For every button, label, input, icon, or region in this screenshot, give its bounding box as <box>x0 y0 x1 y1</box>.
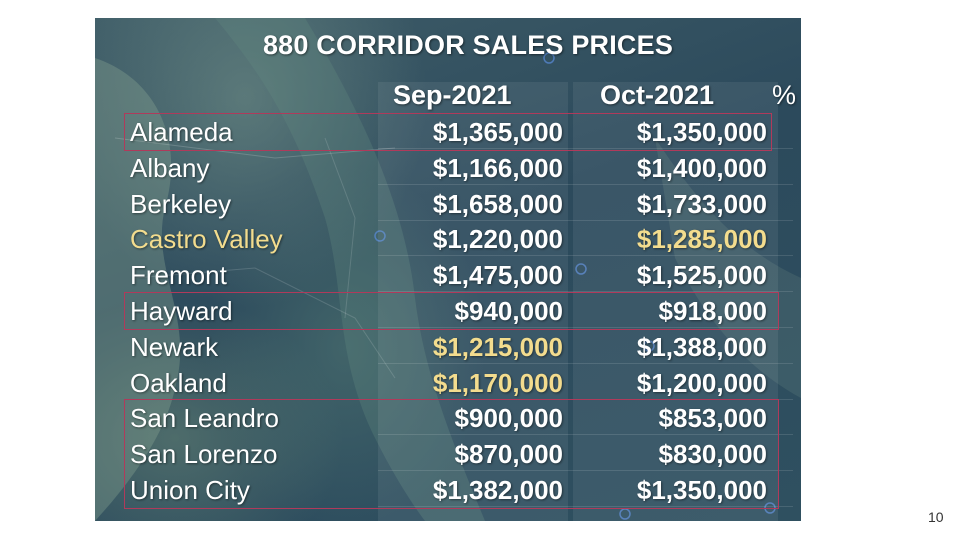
sep-price: $1,220,000 <box>432 224 563 255</box>
sep-price: $870,000 <box>454 439 563 470</box>
slide-title: 880 CORRIDOR SALES PRICES <box>262 30 674 60</box>
sep-price: $900,000 <box>454 403 563 434</box>
oct-price: $853,000 <box>658 403 767 434</box>
table-row: San Leandro $900,000 $853,000 <box>95 400 801 436</box>
table-row: Albany $1,166,000 $1,400,000 <box>95 150 801 186</box>
row-divider <box>378 506 793 507</box>
oct-price: $830,000 <box>658 439 767 470</box>
table-row: Union City $1,382,000 $1,350,000 <box>95 472 801 508</box>
row-divider <box>378 434 793 436</box>
city-name: Union City <box>130 475 250 505</box>
highlight-box <box>124 113 772 151</box>
table-row: San Lorenzo $870,000 $830,000 <box>95 436 801 472</box>
city-name: San Leandro <box>130 403 279 434</box>
table-row: Hayward $940,000 $918,000 <box>95 293 801 329</box>
oct-column-band <box>573 82 778 521</box>
sep-price: $1,658,000 <box>432 188 563 219</box>
city-name: Fremont <box>130 260 227 291</box>
city-name: Newark <box>130 331 219 362</box>
row-divider <box>378 470 793 472</box>
oct-price: $1,350,000 <box>636 475 767 505</box>
row-divider <box>378 219 793 221</box>
city-name: Berkeley <box>130 188 232 219</box>
oct-price: $1,400,000 <box>636 152 767 183</box>
highlight-box <box>124 292 779 330</box>
row-divider <box>378 362 793 364</box>
city-name: Oakland <box>130 367 227 398</box>
header-oct: Oct-2021 <box>600 80 715 110</box>
oct-price: $1,200,000 <box>636 367 767 398</box>
table-panel: 880 CORRIDOR SALES PRICES Sep-2021 Oct-2… <box>95 18 801 521</box>
row-divider <box>378 255 793 257</box>
table-row: Castro Valley $1,220,000 $1,285,000 <box>95 221 801 257</box>
page-number: 10 <box>928 509 944 525</box>
sep-price: $1,475,000 <box>432 260 563 291</box>
oct-price: $1,733,000 <box>636 188 767 219</box>
sep-price: $1,166,000 <box>432 152 563 183</box>
row-divider <box>378 327 793 328</box>
oct-price: $1,285,000 <box>636 224 767 255</box>
table-row: Oakland $1,170,000 $1,200,000 <box>95 365 801 401</box>
table-row: Newark $1,215,000 $1,388,000 <box>95 329 801 365</box>
row-divider <box>378 398 793 400</box>
map-background <box>95 18 801 521</box>
sep-price: $1,170,000 <box>432 367 563 398</box>
city-name: Albany <box>130 152 210 183</box>
sep-price: $1,215,000 <box>432 331 563 362</box>
header-pct: % <box>772 80 797 110</box>
city-name: Castro Valley <box>130 224 283 255</box>
oct-price: $1,388,000 <box>636 331 767 362</box>
oct-price: $1,525,000 <box>636 260 767 291</box>
table-row: Alameda $1,365,000 $1,350,000 <box>95 114 801 150</box>
row-divider <box>378 183 793 185</box>
table-row: Berkeley $1,658,000 $1,733,000 <box>95 186 801 222</box>
city-name: Alameda <box>130 117 233 147</box>
sep-price: $1,365,000 <box>432 117 563 147</box>
sep-price: $940,000 <box>454 296 563 326</box>
sep-price: $1,382,000 <box>432 475 563 505</box>
oct-price: $1,350,000 <box>636 117 767 147</box>
city-name: San Lorenzo <box>130 439 278 470</box>
city-name: Hayward <box>130 296 233 326</box>
highlight-box <box>124 399 779 509</box>
sep-column-band <box>378 82 568 521</box>
row-divider <box>378 148 793 149</box>
row-divider <box>378 291 793 293</box>
header-sep: Sep-2021 <box>393 80 512 110</box>
table-row: Fremont $1,475,000 $1,525,000 <box>95 257 801 293</box>
oct-price: $918,000 <box>658 296 767 326</box>
